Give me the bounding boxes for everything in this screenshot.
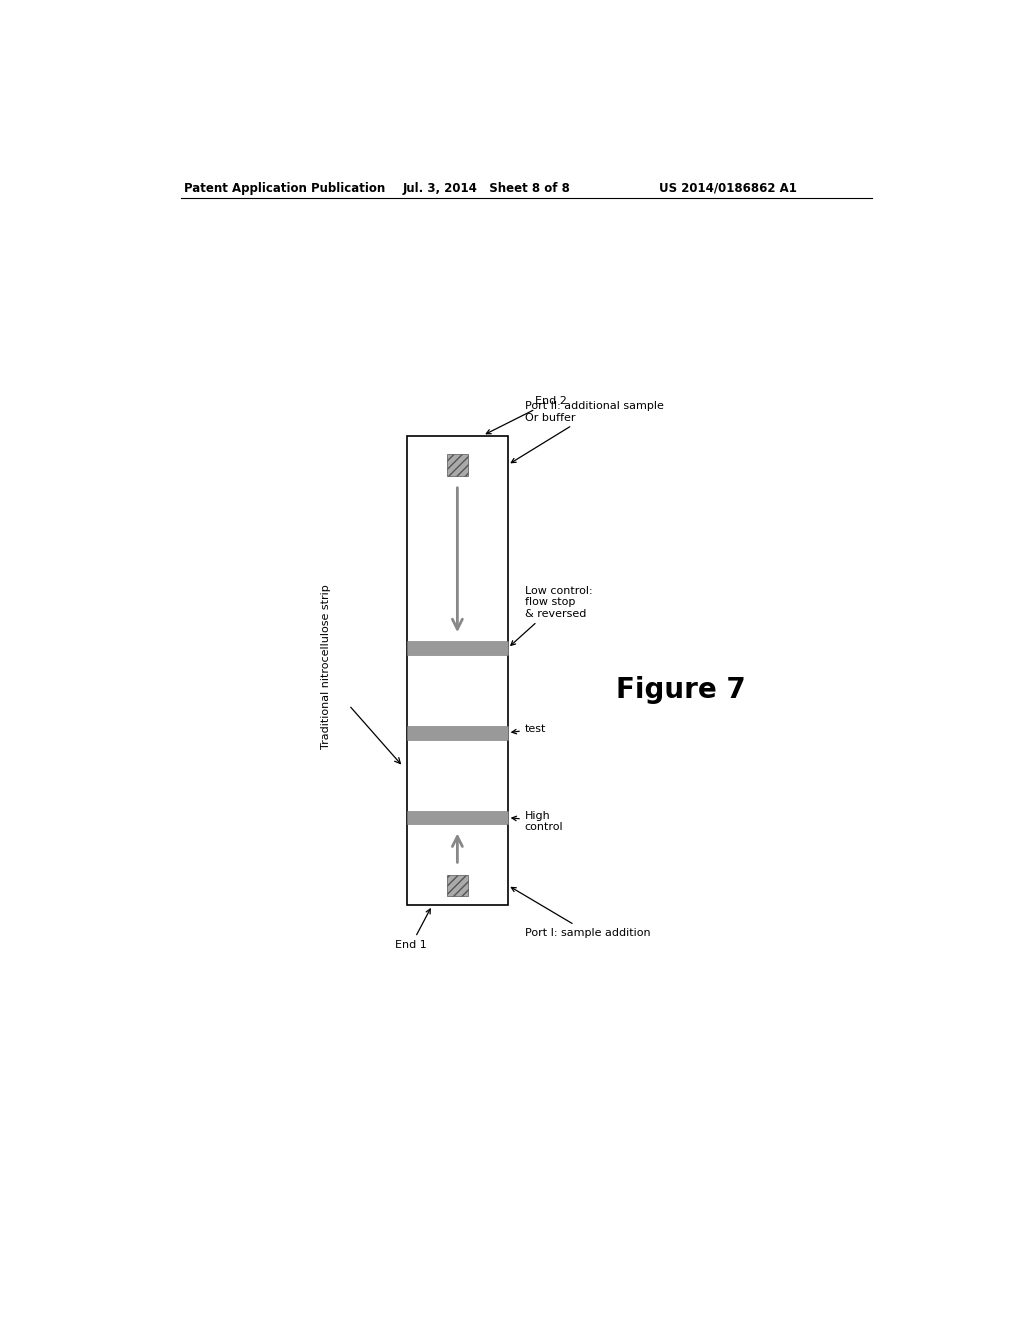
Text: Port I: sample addition: Port I: sample addition xyxy=(511,887,650,937)
Text: US 2014/0186862 A1: US 2014/0186862 A1 xyxy=(658,182,797,194)
Text: Low control:
flow stop
& reversed: Low control: flow stop & reversed xyxy=(511,586,593,645)
Text: End 1: End 1 xyxy=(395,909,430,950)
Bar xyxy=(407,642,508,655)
Bar xyxy=(407,436,508,906)
Text: End 2: End 2 xyxy=(486,396,566,434)
Text: Patent Application Publication: Patent Application Publication xyxy=(183,182,385,194)
Text: Port II: additional sample
Or buffer: Port II: additional sample Or buffer xyxy=(511,401,664,463)
Text: Jul. 3, 2014   Sheet 8 of 8: Jul. 3, 2014 Sheet 8 of 8 xyxy=(403,182,571,194)
Text: High
control: High control xyxy=(512,810,563,832)
Text: test: test xyxy=(512,723,546,734)
Text: Traditional nitrocellulose strip: Traditional nitrocellulose strip xyxy=(321,585,331,748)
Bar xyxy=(446,454,468,475)
Bar xyxy=(446,875,468,896)
Bar xyxy=(407,810,508,825)
Text: Figure 7: Figure 7 xyxy=(616,676,746,704)
Bar xyxy=(407,726,508,739)
